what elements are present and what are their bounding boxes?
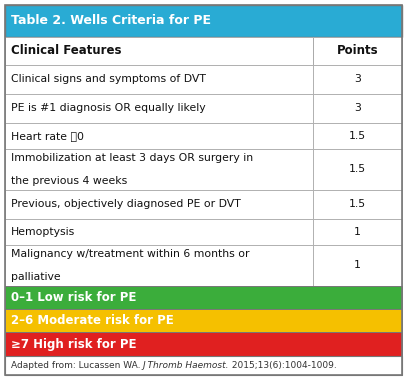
Text: the previous 4 weeks: the previous 4 weeks	[11, 176, 127, 186]
Bar	[313, 245, 402, 286]
Bar	[313, 190, 402, 219]
Text: J Thromb Haemost.: J Thromb Haemost.	[143, 361, 230, 370]
Bar	[5, 356, 402, 375]
Text: 0–1 Low risk for PE: 0–1 Low risk for PE	[11, 291, 136, 304]
Text: 1: 1	[354, 260, 361, 271]
Bar	[5, 93, 313, 123]
Text: PE is #1 diagnosis OR equally likely: PE is #1 diagnosis OR equally likely	[11, 103, 205, 113]
Bar	[313, 149, 402, 190]
Bar	[5, 123, 313, 149]
Bar	[5, 37, 313, 65]
Text: 3: 3	[354, 103, 361, 113]
Text: Table 2. Wells Criteria for PE: Table 2. Wells Criteria for PE	[11, 14, 210, 27]
Text: Previous, objectively diagnosed PE or DVT: Previous, objectively diagnosed PE or DV…	[11, 200, 240, 209]
Bar	[5, 5, 402, 37]
Text: Adapted from: Lucassen WA.: Adapted from: Lucassen WA.	[11, 361, 143, 370]
Text: 3: 3	[354, 74, 361, 84]
Bar	[5, 332, 402, 356]
Text: palliative: palliative	[11, 272, 60, 282]
Text: Points: Points	[337, 44, 378, 57]
Bar	[5, 219, 313, 245]
Bar	[313, 37, 402, 65]
Bar	[313, 219, 402, 245]
Text: 1: 1	[354, 227, 361, 237]
Text: ≥7 High risk for PE: ≥7 High risk for PE	[11, 337, 136, 351]
Bar	[313, 123, 402, 149]
Text: 2015;13(6):1004-1009.: 2015;13(6):1004-1009.	[230, 361, 337, 370]
Text: 1.5: 1.5	[349, 164, 366, 174]
Bar	[5, 309, 402, 332]
Bar	[5, 149, 313, 190]
Text: 1.5: 1.5	[349, 200, 366, 209]
Text: Clinical signs and symptoms of DVT: Clinical signs and symptoms of DVT	[11, 74, 206, 84]
Text: Hemoptysis: Hemoptysis	[11, 227, 75, 237]
Bar	[5, 65, 313, 93]
Text: Immobilization at least 3 days OR surgery in: Immobilization at least 3 days OR surger…	[11, 153, 253, 163]
Bar	[5, 190, 313, 219]
Text: 1.5: 1.5	[349, 131, 366, 141]
Text: Heart rate 㸐0: Heart rate 㸐0	[11, 131, 83, 141]
Bar	[5, 286, 402, 309]
Bar	[313, 93, 402, 123]
Bar	[5, 245, 313, 286]
Bar	[313, 65, 402, 93]
Text: Clinical Features: Clinical Features	[11, 44, 121, 57]
Text: 2–6 Moderate risk for PE: 2–6 Moderate risk for PE	[11, 314, 173, 327]
Text: Malignancy w/treatment within 6 months or: Malignancy w/treatment within 6 months o…	[11, 249, 249, 259]
